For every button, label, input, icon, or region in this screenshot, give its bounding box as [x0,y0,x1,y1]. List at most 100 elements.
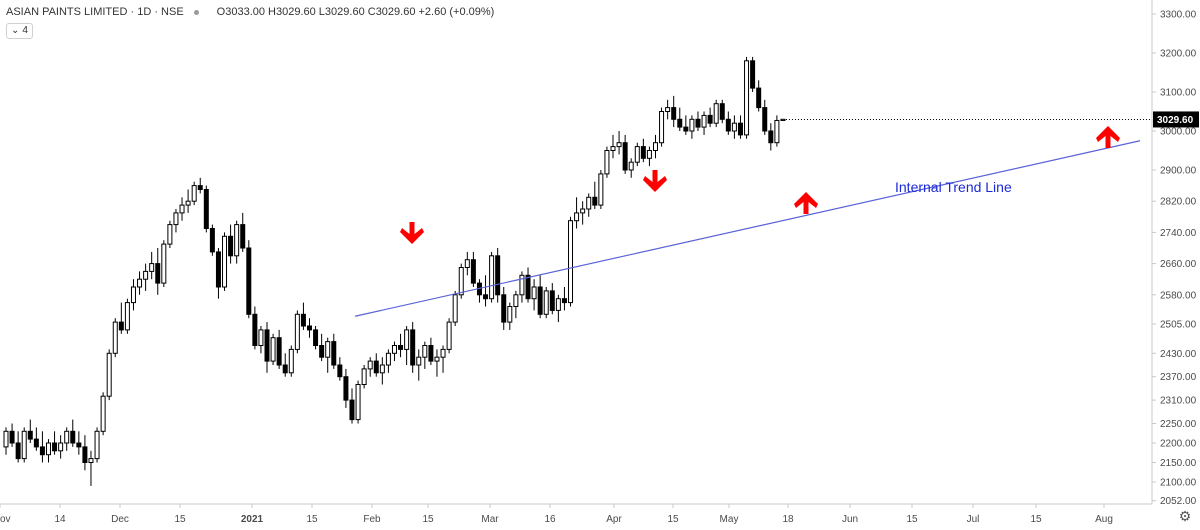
candle-body [185,200,191,206]
candle-body [331,341,337,366]
candle [428,337,434,365]
arrow-down-icon [400,222,424,244]
candle [707,107,713,128]
candle [592,181,598,209]
candle-body [64,430,70,444]
candle [288,345,294,377]
candle-body [143,270,149,280]
candle-body [252,313,258,346]
candle [640,138,646,163]
candle-body [762,107,768,132]
candle [349,388,355,424]
candle [695,111,701,131]
candle-body [337,364,343,378]
candle-body [3,430,9,448]
symbol-legend[interactable]: ASIAN PAINTS LIMITED · 1D · NSE O3033.00… [6,6,494,18]
candle-body [21,430,27,460]
candle-body [209,228,215,253]
arrow-down-icon [643,170,667,192]
symbol-title[interactable]: ASIAN PAINTS LIMITED · 1D · NSE [6,6,184,18]
candle [337,357,343,381]
x-tick-label: ov [0,514,11,525]
candle-body [288,348,294,374]
candle-body [725,118,731,132]
candle-body [300,313,306,327]
candle [215,248,221,299]
candle-body [568,220,574,304]
y-tick-label: 3300.00 [1160,10,1197,21]
candle-body [719,103,725,120]
candle-body [616,142,622,148]
price-axis-bg [1152,0,1200,530]
candle [343,368,349,408]
candle [731,115,737,139]
candle [531,279,537,311]
x-tick-label: 14 [54,514,66,525]
candle [106,349,112,401]
candle [652,134,658,159]
candle [549,283,555,315]
candle [568,216,574,307]
x-tick-label: Mar [481,514,499,525]
candle-body [671,107,677,120]
candle-body [149,263,155,272]
candle-body [665,107,671,112]
arrow-shape [1096,126,1120,148]
candle [112,318,118,358]
arrow-shape [794,192,818,214]
candle [197,177,203,194]
x-tick-label: 16 [544,514,556,525]
candle-body [446,321,452,350]
time-axis-bg [0,504,1200,530]
candle [319,333,325,362]
y-tick-label: 2580.00 [1160,290,1197,301]
candle [313,326,319,350]
candle-body [191,185,197,202]
candle [124,298,130,334]
candle [9,423,15,447]
candle [94,427,100,463]
candle-body [367,360,373,370]
y-tick-label: 3100.00 [1160,88,1197,99]
candle-body [543,290,549,315]
trend-line[interactable] [354,140,1141,317]
candle-body [683,126,689,132]
x-tick-label: Aug [1095,514,1113,525]
candle-body [385,352,391,366]
x-tick-label: Jun [842,514,858,525]
y-tick-label: 3000.00 [1160,127,1197,138]
candle [355,380,361,424]
status-dot-icon [193,9,199,15]
candle [64,427,70,451]
candles-layer [3,56,786,486]
candle-body [234,224,240,257]
candle [203,185,209,233]
candle-body [391,345,397,354]
candle [434,349,440,377]
candle-body [768,130,774,144]
candle [3,427,9,455]
candle [39,431,45,463]
candle [756,80,762,112]
candle [580,201,586,225]
candle [118,302,124,334]
candle [161,240,167,287]
study-toggle-button[interactable]: ⌄ 4 [6,23,33,39]
gear-icon[interactable]: ⚙ [1178,507,1192,524]
candle-body [161,243,167,284]
x-tick-label: Feb [363,514,381,525]
candle-body [379,364,385,374]
x-tick-label: Apr [606,514,622,525]
candle-body [610,146,616,152]
candle-body [737,122,743,136]
candle [689,115,695,139]
candle-body [179,204,185,214]
candle [367,357,373,377]
candle-body [428,345,434,362]
candle-body [112,321,118,354]
candle [240,212,246,252]
candle-body [398,345,404,350]
candle-body [410,329,416,366]
candle [149,251,155,280]
